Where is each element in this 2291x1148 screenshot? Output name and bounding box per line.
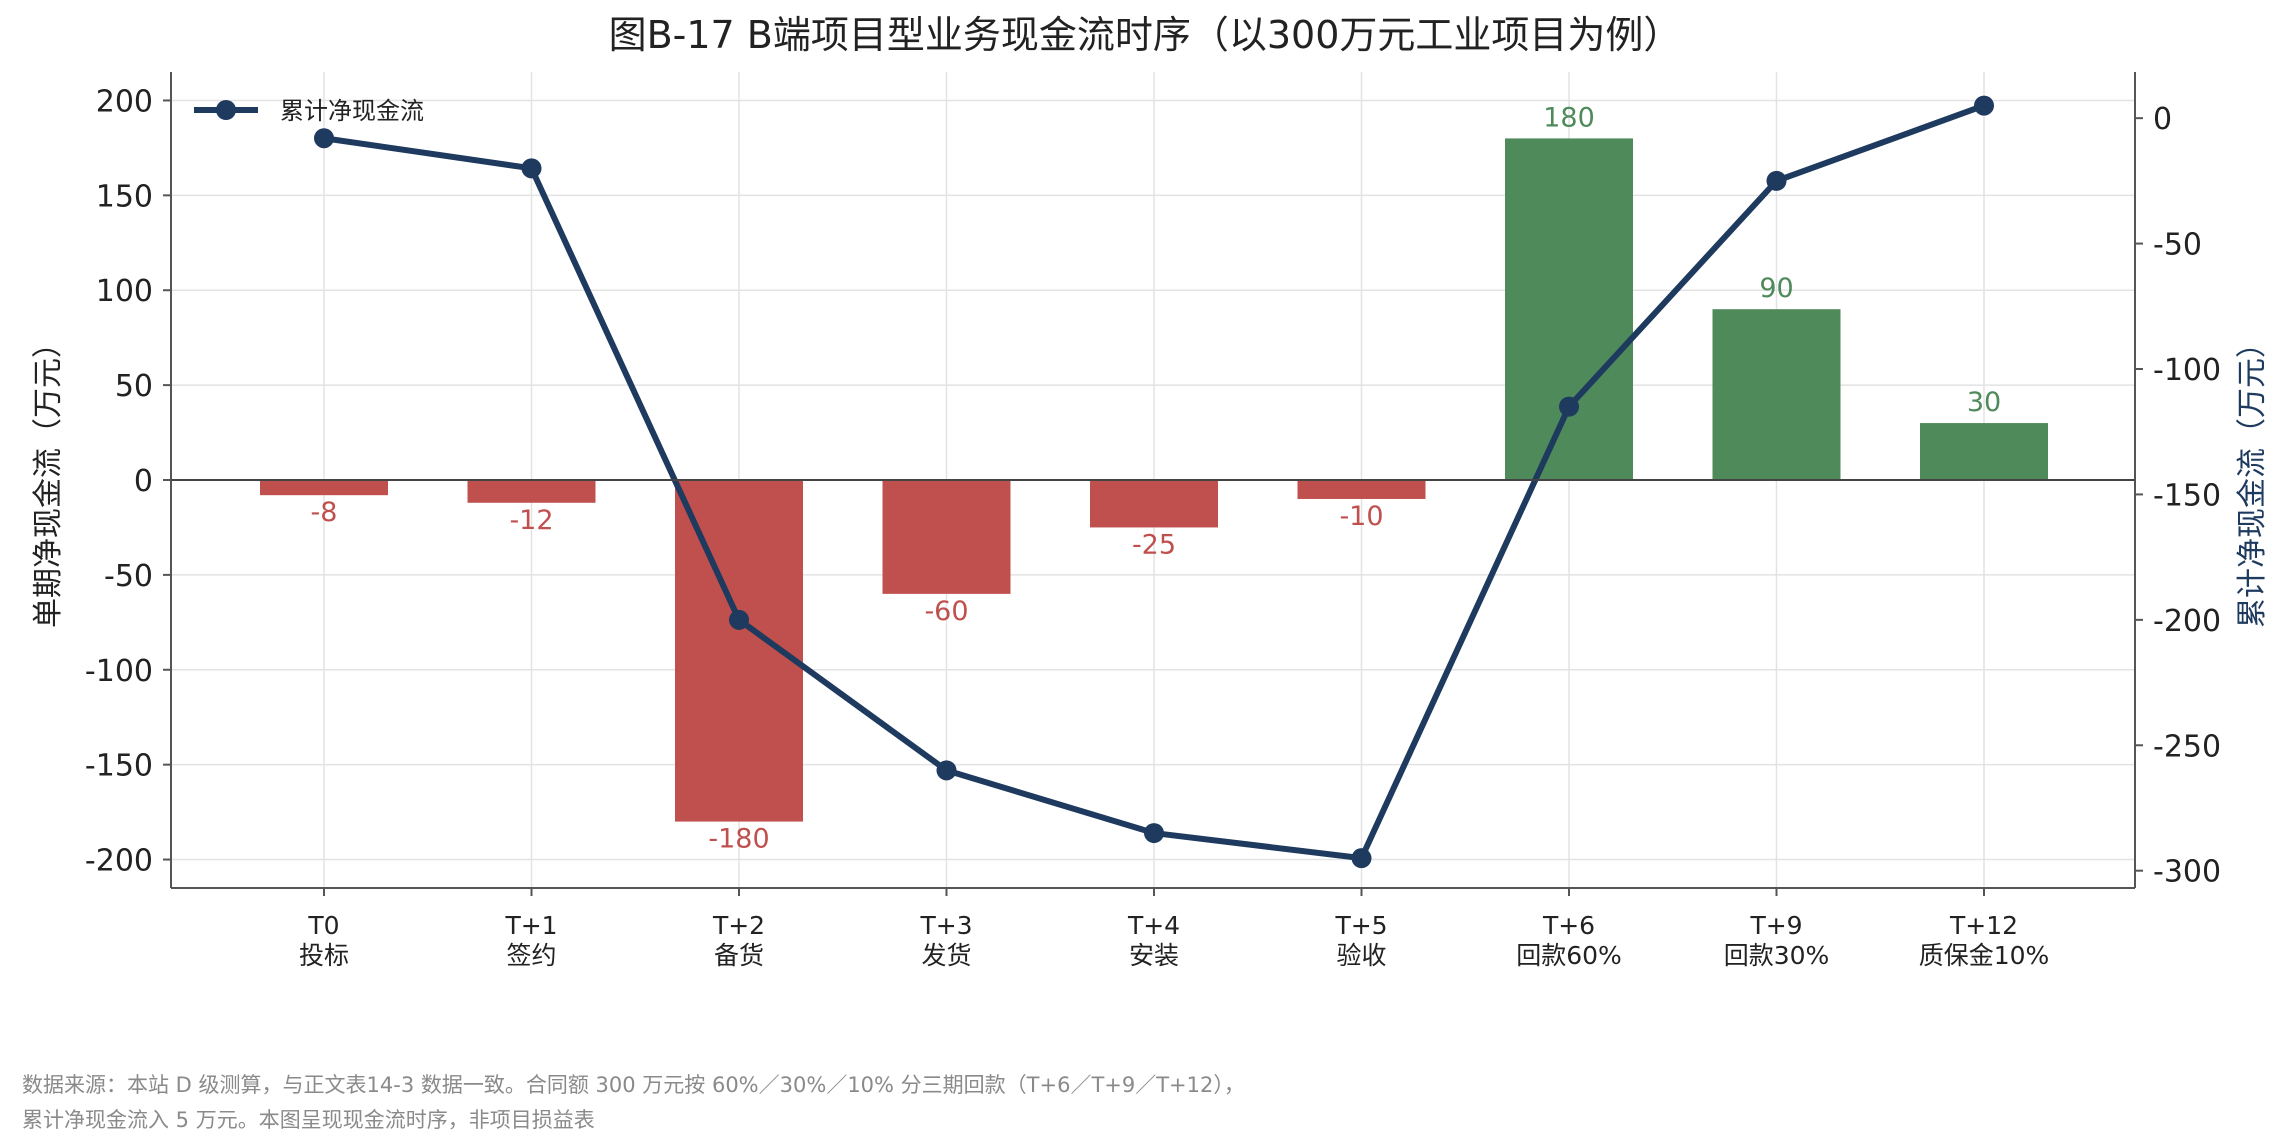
chart-title: 图B-17 B端项目型业务现金流时序（以300万元工业项目为例） bbox=[609, 13, 1682, 57]
bars-layer bbox=[260, 138, 2048, 822]
cumulative-point bbox=[314, 128, 334, 149]
x-tick-label: T+12 bbox=[1949, 911, 2018, 940]
y-tick-label-left: -150 bbox=[85, 749, 153, 784]
footnote-line-1: 数据来源：本站 D 级测算，与正文表14-3 数据一致。合同额 300 万元按 … bbox=[22, 1073, 1245, 1097]
x-tick-sublabel: 投标 bbox=[299, 941, 349, 970]
bar bbox=[882, 480, 1011, 594]
y-tick-label-right: -300 bbox=[2153, 855, 2221, 890]
bar-data-label: 30 bbox=[1967, 387, 2001, 418]
y-tick-label-right: -200 bbox=[2153, 604, 2221, 639]
bar bbox=[1297, 480, 1426, 499]
legend: 累计净现金流 bbox=[194, 97, 424, 125]
x-tick-label: T+4 bbox=[1127, 911, 1180, 940]
y-tick-label-right: 0 bbox=[2153, 102, 2172, 137]
cumulative-point bbox=[1351, 848, 1372, 869]
axes-layer bbox=[163, 72, 2143, 896]
y-axis-label-left: 单期净现金流（万元） bbox=[31, 328, 66, 628]
bar-data-label: -25 bbox=[1132, 529, 1176, 560]
y-tick-label-right: -100 bbox=[2153, 353, 2221, 388]
y-tick-label-left: 50 bbox=[115, 369, 153, 404]
y-tick-label-left: 150 bbox=[96, 179, 153, 214]
bar-data-label: 90 bbox=[1759, 273, 1793, 304]
x-tick-sublabel: 发货 bbox=[921, 941, 971, 970]
legend-label: 累计净现金流 bbox=[280, 97, 424, 125]
bar bbox=[1505, 138, 1633, 480]
x-tick-label: T+3 bbox=[919, 911, 972, 940]
bar-data-label: -60 bbox=[924, 596, 968, 627]
cumulative-point bbox=[1974, 95, 1994, 116]
labels-layer: -200-150-100-50050100150200-300-250-200-… bbox=[85, 84, 2221, 970]
bar-data-label: -12 bbox=[509, 505, 553, 536]
y-tick-label-left: -200 bbox=[85, 844, 153, 879]
bar bbox=[1090, 480, 1218, 528]
legend-marker bbox=[216, 100, 236, 120]
bar bbox=[1712, 309, 1841, 480]
x-tick-label: T+9 bbox=[1749, 911, 1802, 940]
bar bbox=[467, 480, 596, 503]
x-tick-label: T+5 bbox=[1334, 911, 1387, 940]
footnote-line-2: 累计净现金流入 5 万元。本图呈现现金流时序，非项目损益表 bbox=[22, 1108, 595, 1132]
cumulative-line-layer bbox=[314, 95, 1994, 869]
x-tick-sublabel: 签约 bbox=[506, 941, 556, 970]
y-tick-label-left: 200 bbox=[96, 84, 153, 119]
bar-data-label: -180 bbox=[708, 824, 769, 855]
cumulative-point bbox=[521, 158, 542, 179]
x-tick-label: T0 bbox=[307, 911, 339, 940]
bar-data-label: -8 bbox=[311, 497, 338, 528]
x-tick-sublabel: 安装 bbox=[1129, 941, 1179, 970]
y-tick-label-right: -150 bbox=[2153, 478, 2221, 513]
cumulative-point bbox=[729, 609, 749, 630]
y-tick-label-left: -50 bbox=[104, 559, 153, 594]
x-tick-label: T+1 bbox=[504, 911, 557, 940]
y-tick-label-right: -250 bbox=[2153, 729, 2221, 764]
x-tick-label: T+6 bbox=[1542, 911, 1595, 940]
y-tick-label-left: 0 bbox=[134, 464, 153, 499]
x-tick-sublabel: 备货 bbox=[714, 941, 764, 970]
cumulative-point bbox=[1144, 823, 1164, 844]
x-tick-label: T+2 bbox=[712, 911, 765, 940]
bar-data-label: 180 bbox=[1543, 102, 1595, 133]
y-tick-label-left: -100 bbox=[85, 654, 153, 689]
y-tick-label-left: 100 bbox=[96, 274, 153, 309]
bar bbox=[260, 480, 388, 496]
bar-data-label: -10 bbox=[1339, 501, 1383, 532]
x-tick-sublabel: 回款60% bbox=[1516, 941, 1622, 970]
y-axis-label-right: 累计净现金流（万元） bbox=[2235, 328, 2270, 628]
x-tick-sublabel: 质保金10% bbox=[1919, 941, 2050, 970]
cumulative-point bbox=[936, 760, 957, 781]
y-tick-label-right: -50 bbox=[2153, 228, 2202, 263]
cumulative-point bbox=[1559, 396, 1579, 417]
bar bbox=[1920, 423, 2048, 480]
x-tick-sublabel: 验收 bbox=[1336, 941, 1386, 970]
x-tick-sublabel: 回款30% bbox=[1724, 941, 1830, 970]
cumulative-point bbox=[1766, 170, 1787, 191]
